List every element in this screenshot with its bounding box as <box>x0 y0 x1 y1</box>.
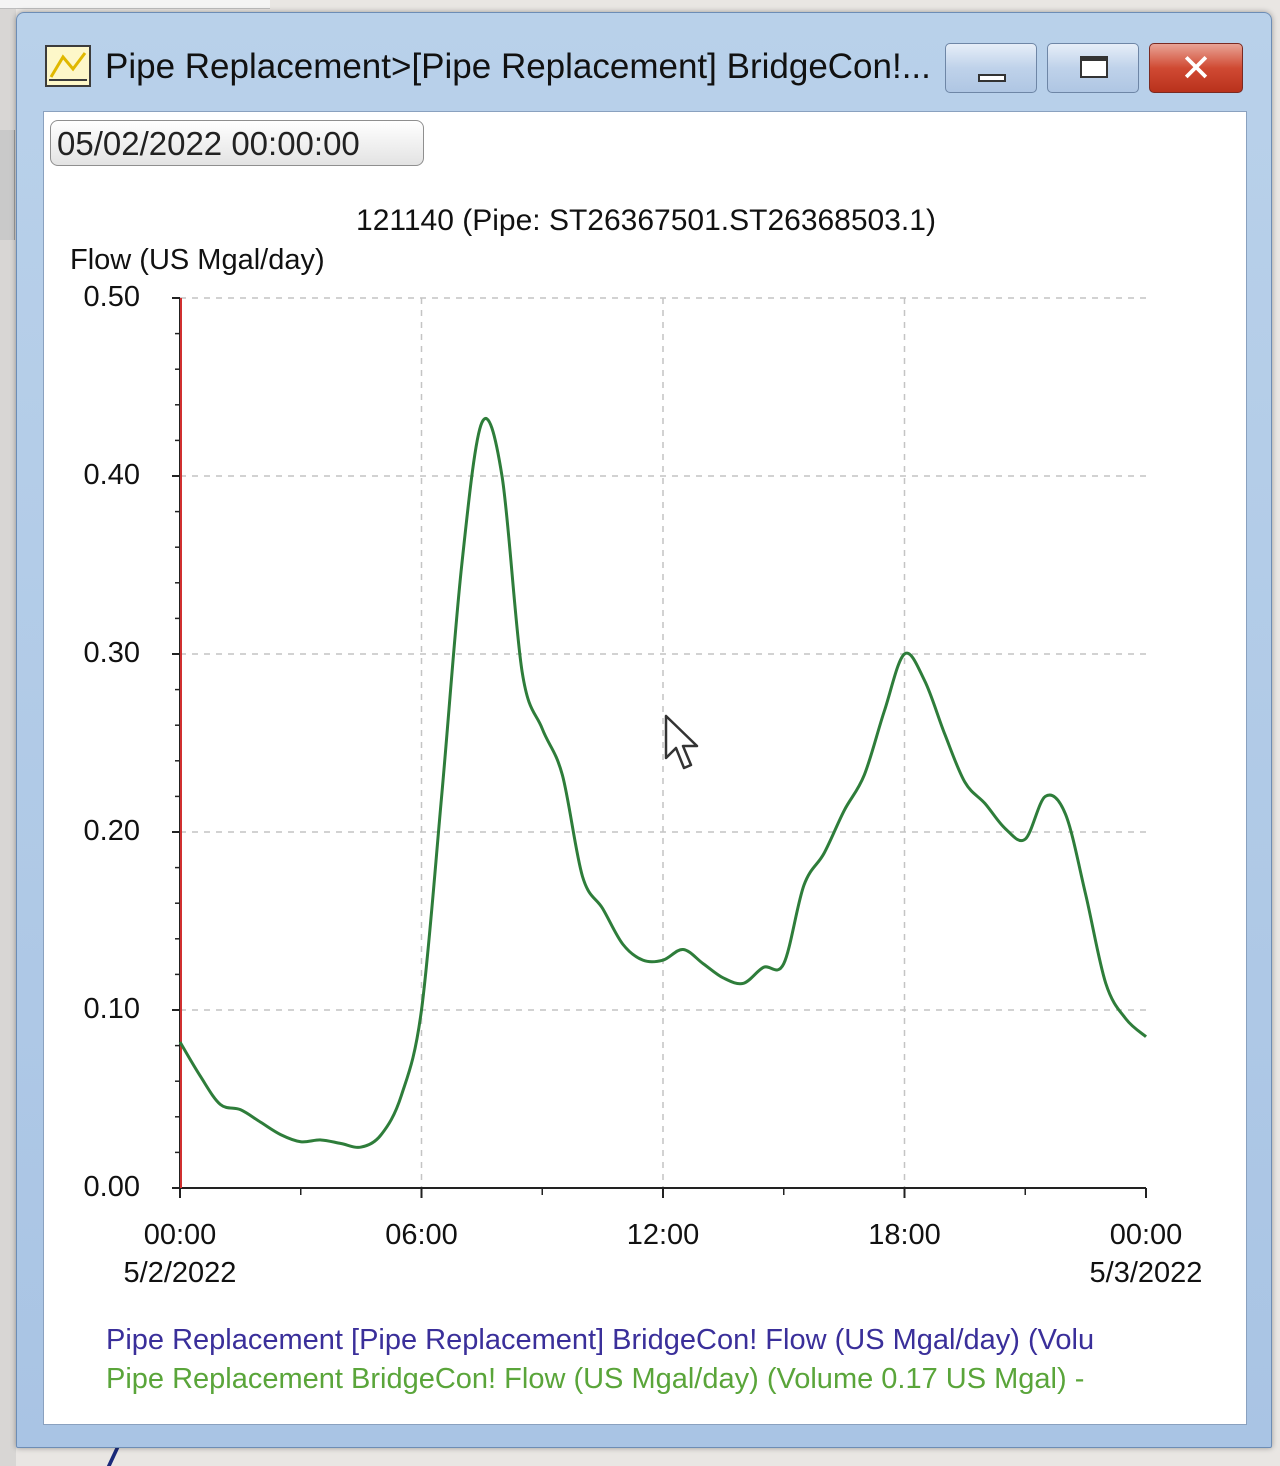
maximize-icon <box>1080 56 1108 78</box>
x-tick-label: 18:00 <box>825 1216 985 1254</box>
window-title: Pipe Replacement>[Pipe Replacement] Brid… <box>105 47 931 86</box>
plot-area[interactable] <box>44 112 1248 1312</box>
x-tick-time: 12:00 <box>626 1219 700 1251</box>
series-line-flow <box>178 416 1147 1149</box>
x-tick-label: 00:00 5/3/2022 <box>1066 1216 1226 1292</box>
y-tick-label: 0.30 <box>83 637 140 669</box>
y-tick-label: 0.50 <box>83 281 140 313</box>
background-window-top <box>0 0 270 9</box>
background-panel <box>0 130 15 240</box>
close-button[interactable]: ✕ <box>1149 43 1243 93</box>
close-icon: ✕ <box>1180 48 1212 90</box>
x-tick-time: 18:00 <box>868 1219 941 1251</box>
y-tick-label: 0.20 <box>83 815 140 847</box>
y-tick-label: 0.10 <box>83 993 140 1025</box>
y-axis-label: Flow (US Mgal/day) <box>70 244 325 276</box>
y-tick-label: 0.00 <box>83 1171 140 1203</box>
x-tick-time: 00:00 <box>1109 1219 1183 1251</box>
graph-window[interactable]: Pipe Replacement>[Pipe Replacement] Brid… <box>16 12 1272 1448</box>
x-tick-label: 06:00 <box>342 1216 502 1254</box>
graph-app-icon <box>45 45 91 87</box>
mouse-pointer-icon <box>664 714 699 770</box>
chart-title: 121140 (Pipe: ST26367501.ST26368503.1) <box>356 204 936 237</box>
legend-entry-baseline: Pipe Replacement [Pipe Replacement] Brid… <box>106 1324 1095 1356</box>
maximize-button[interactable] <box>1047 43 1139 93</box>
y-tick-label: 0.40 <box>83 459 140 491</box>
chart-panel: 05/02/2022 00:00:00 121140 (Pipe: ST2636… <box>43 111 1247 1425</box>
title-bar[interactable]: Pipe Replacement>[Pipe Replacement] Brid… <box>17 13 1271 109</box>
graph-icon <box>49 52 87 81</box>
legend-entry-pipe-replacement: Pipe Replacement BridgeCon! Flow (US Mga… <box>106 1363 1085 1395</box>
minimize-button[interactable] <box>945 43 1037 93</box>
x-tick-date: 5/3/2022 <box>1089 1257 1203 1289</box>
x-tick-time: 00:00 <box>143 1219 217 1251</box>
x-tick-label: 12:00 <box>583 1216 743 1254</box>
background-window-edge <box>0 0 16 1466</box>
x-tick-date: 5/2/2022 <box>123 1257 237 1289</box>
date-time-field[interactable]: 05/02/2022 00:00:00 <box>50 120 424 166</box>
x-tick-time: 06:00 <box>385 1219 458 1251</box>
minimize-icon <box>978 74 1006 82</box>
x-tick-label: 00:00 5/2/2022 <box>100 1216 260 1292</box>
